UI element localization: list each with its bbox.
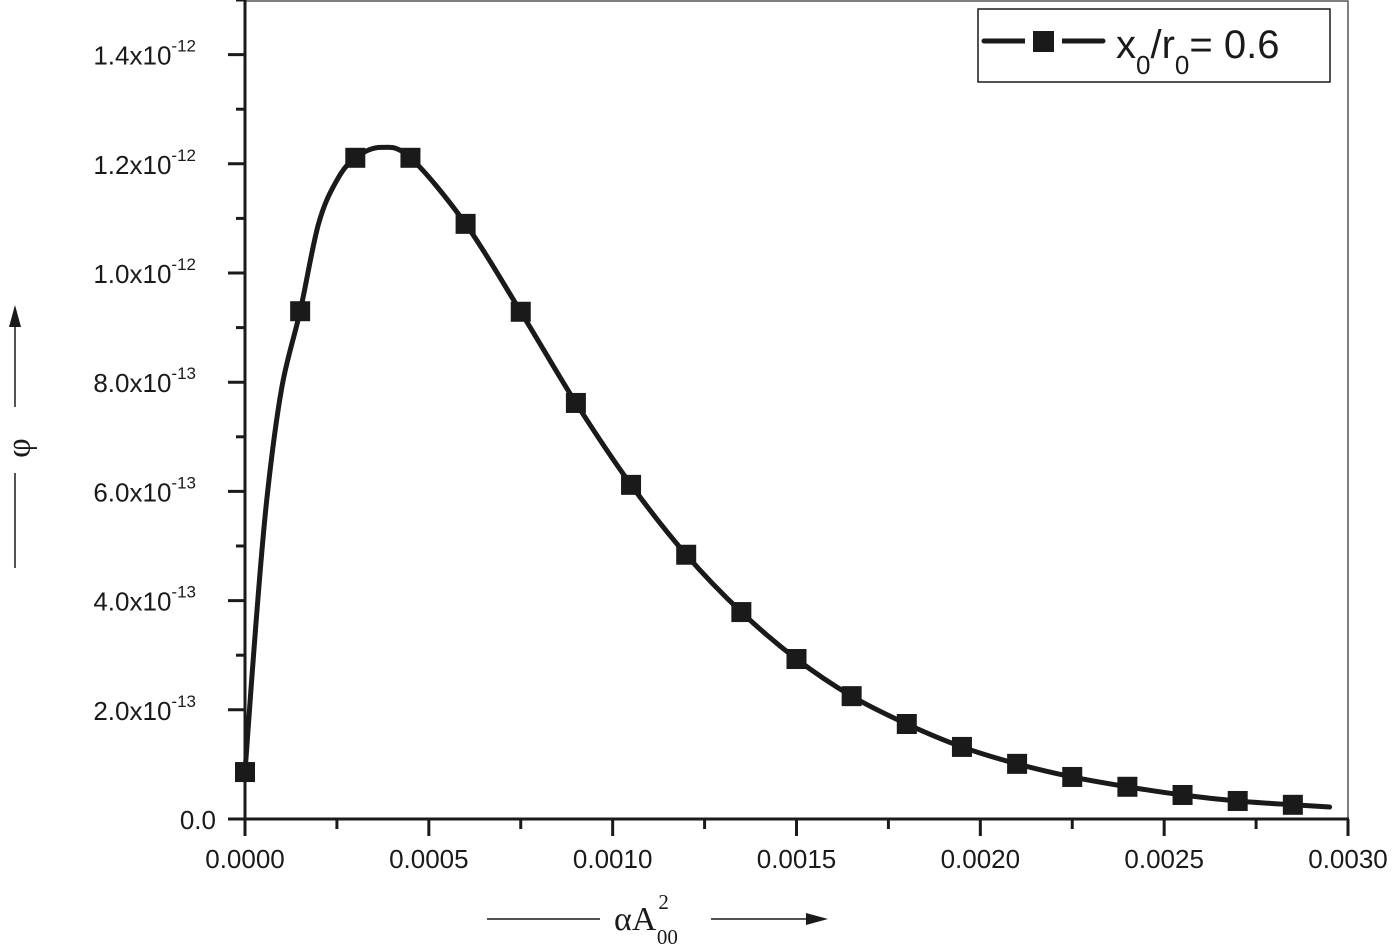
legend-square-marker-icon (1033, 31, 1054, 52)
square-marker-icon (290, 301, 311, 322)
y-tick-label: 1.4x10-12 (93, 37, 196, 71)
square-marker-icon (731, 602, 752, 623)
square-marker-icon (510, 301, 531, 322)
y-tick-label: 2.0x10-13 (93, 692, 196, 726)
y-axis-ticks: 0.0 2.0x10-13 4.0x10-13 6.0x10-13 8.0x10-13 1… (93, 0, 245, 835)
series-curve (242, 144, 1333, 810)
x-axis-ticks: 0.0000 0.0005 0.0010 0.0015 0.0020 0.0025 0.00… (205, 819, 1388, 874)
x-axis-title-text: αA2 00 (614, 890, 678, 948)
x-tick-label: 0.0005 (389, 844, 469, 874)
x-tick-label: 0.0025 (1124, 844, 1204, 874)
y-axis-title-text: φ (1, 438, 38, 458)
square-marker-icon (1062, 766, 1083, 787)
arrow-up-icon (9, 305, 21, 327)
plot-frame (244, 0, 1349, 820)
x-axis-title: αA2 00 (487, 890, 828, 948)
square-marker-icon (676, 544, 697, 565)
square-marker-icon (235, 762, 255, 783)
legend-label: x0/r0= 0.6 (1116, 23, 1279, 80)
legend-gap (1054, 36, 1062, 46)
y-axis-title: φ (1, 305, 38, 568)
square-marker-icon (951, 736, 972, 757)
square-marker-icon (1227, 790, 1248, 811)
legend: x0/r0= 0.6 (977, 8, 1331, 83)
arrow-right-icon (806, 913, 828, 925)
y-tick-label: 1.0x10-12 (93, 255, 196, 289)
x-tick-label: 0.0030 (1308, 844, 1388, 874)
square-marker-icon (565, 392, 586, 413)
square-marker-icon (1282, 794, 1303, 815)
square-marker-icon (896, 713, 917, 734)
square-marker-icon (786, 649, 807, 670)
x-tick-label: 0.0015 (757, 844, 837, 874)
x-tick-label: 0.0000 (205, 844, 285, 874)
square-marker-icon (841, 686, 862, 707)
x-tick-label: 0.0020 (941, 844, 1021, 874)
square-marker-icon (345, 147, 366, 168)
x-tick-label: 0.0010 (573, 844, 653, 874)
y-tick-label: 6.0x10-13 (93, 473, 196, 507)
square-marker-icon (1172, 784, 1193, 805)
y-tick-label: 4.0x10-13 (93, 583, 196, 617)
square-marker-icon (1117, 776, 1138, 797)
series-markers (235, 147, 1303, 815)
square-marker-icon (621, 474, 642, 495)
square-marker-icon (1007, 753, 1028, 774)
y-tick-label: 8.0x10-13 (93, 364, 196, 398)
square-marker-icon (400, 147, 421, 168)
legend-gap (1025, 36, 1033, 46)
y-tick-label: 1.2x10-12 (93, 146, 196, 180)
y-tick-label: 0.0 (180, 805, 216, 835)
square-marker-icon (455, 213, 476, 234)
